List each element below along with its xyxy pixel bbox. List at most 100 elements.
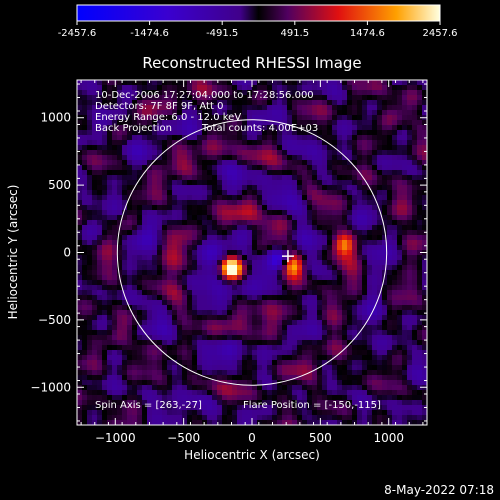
heatmap-cell bbox=[332, 300, 338, 306]
heatmap-cell bbox=[227, 185, 233, 191]
heatmap-cell bbox=[277, 255, 283, 261]
heatmap-cell bbox=[252, 360, 258, 366]
heatmap-cell bbox=[102, 115, 108, 121]
heatmap-cell bbox=[307, 330, 313, 336]
heatmap-cell bbox=[152, 215, 158, 221]
heatmap-cell bbox=[362, 265, 368, 271]
heatmap-cell bbox=[252, 120, 258, 126]
heatmap-cell bbox=[382, 210, 388, 216]
heatmap-cell bbox=[382, 370, 388, 376]
heatmap-cell bbox=[212, 110, 218, 116]
heatmap-cell bbox=[142, 80, 148, 86]
heatmap-cell bbox=[407, 185, 413, 191]
heatmap-cell bbox=[422, 200, 427, 206]
heatmap-cell bbox=[177, 280, 183, 286]
heatmap-cell bbox=[132, 375, 138, 381]
heatmap-cell bbox=[352, 275, 358, 281]
heatmap-cell bbox=[357, 420, 363, 425]
heatmap-cell bbox=[407, 385, 413, 391]
heatmap-cell bbox=[157, 130, 163, 136]
heatmap-cell bbox=[137, 300, 143, 306]
heatmap-cell bbox=[387, 385, 393, 391]
heatmap-cell bbox=[342, 370, 348, 376]
heatmap-cell bbox=[277, 125, 283, 131]
heatmap-cell bbox=[97, 85, 103, 91]
heatmap-cell bbox=[197, 165, 203, 171]
heatmap-cell bbox=[157, 345, 163, 351]
heatmap-cell bbox=[352, 305, 358, 311]
heatmap-cell bbox=[182, 315, 188, 321]
heatmap-cell bbox=[382, 390, 388, 396]
heatmap-cell bbox=[157, 165, 163, 171]
heatmap-cell bbox=[167, 400, 173, 406]
heatmap-cell bbox=[372, 115, 378, 121]
heatmap-cell bbox=[272, 85, 278, 91]
heatmap-cell bbox=[202, 385, 208, 391]
heatmap-cell bbox=[387, 205, 393, 211]
heatmap-cell bbox=[257, 160, 263, 166]
heatmap-cell bbox=[237, 90, 243, 96]
heatmap-cell bbox=[367, 220, 373, 226]
heatmap-cell bbox=[362, 135, 368, 141]
heatmap-cell bbox=[102, 225, 108, 231]
heatmap-cell bbox=[297, 125, 303, 131]
heatmap-cell bbox=[87, 280, 93, 286]
heatmap-cell bbox=[327, 240, 333, 246]
heatmap-cell bbox=[307, 300, 313, 306]
heatmap-cell bbox=[362, 400, 368, 406]
heatmap-cell bbox=[367, 240, 373, 246]
heatmap-cell bbox=[412, 235, 418, 241]
heatmap-cell bbox=[102, 325, 108, 331]
heatmap-cell bbox=[112, 165, 118, 171]
heatmap-cell bbox=[112, 140, 118, 146]
heatmap-cell bbox=[197, 160, 203, 166]
heatmap-cell bbox=[127, 350, 133, 356]
heatmap-cell bbox=[87, 365, 93, 371]
heatmap-cell bbox=[202, 395, 208, 401]
heatmap-cell bbox=[312, 320, 318, 326]
heatmap-cell bbox=[337, 315, 343, 321]
heatmap-cell bbox=[257, 395, 263, 401]
heatmap-cell bbox=[217, 95, 223, 101]
heatmap-cell bbox=[182, 220, 188, 226]
heatmap-cell bbox=[277, 335, 283, 341]
heatmap-cell bbox=[152, 220, 158, 226]
heatmap-cell bbox=[262, 325, 268, 331]
heatmap-cell bbox=[272, 125, 278, 131]
heatmap-cell bbox=[357, 140, 363, 146]
heatmap-cell bbox=[142, 245, 148, 251]
heatmap-cell bbox=[137, 190, 143, 196]
heatmap-cell bbox=[412, 150, 418, 156]
heatmap-cell bbox=[367, 170, 373, 176]
heatmap-cell bbox=[152, 355, 158, 361]
heatmap-cell bbox=[342, 180, 348, 186]
heatmap-cell bbox=[327, 190, 333, 196]
heatmap-cell bbox=[372, 80, 378, 86]
heatmap-cell bbox=[232, 250, 238, 256]
heatmap-cell bbox=[367, 320, 373, 326]
heatmap-cell bbox=[277, 95, 283, 101]
heatmap-cell bbox=[132, 285, 138, 291]
heatmap-cell bbox=[102, 265, 108, 271]
heatmap-cell bbox=[367, 265, 373, 271]
heatmap-cell bbox=[282, 185, 288, 191]
heatmap-cell bbox=[172, 370, 178, 376]
heatmap-cell bbox=[332, 400, 338, 406]
heatmap-cell bbox=[102, 185, 108, 191]
heatmap-cell bbox=[232, 165, 238, 171]
heatmap-cell bbox=[417, 160, 423, 166]
heatmap-cell bbox=[157, 225, 163, 231]
heatmap-cell bbox=[162, 175, 168, 181]
heatmap-cell bbox=[292, 175, 298, 181]
heatmap-cell bbox=[287, 245, 293, 251]
heatmap-cell bbox=[347, 335, 353, 341]
heatmap-cell bbox=[147, 295, 153, 301]
heatmap-cell bbox=[177, 215, 183, 221]
heatmap-cell bbox=[77, 275, 83, 281]
heatmap-cell bbox=[192, 250, 198, 256]
heatmap-cell bbox=[267, 170, 273, 176]
heatmap-cell bbox=[402, 295, 408, 301]
heatmap-cell bbox=[382, 250, 388, 256]
heatmap-cell bbox=[192, 80, 198, 86]
heatmap-cell bbox=[342, 130, 348, 136]
